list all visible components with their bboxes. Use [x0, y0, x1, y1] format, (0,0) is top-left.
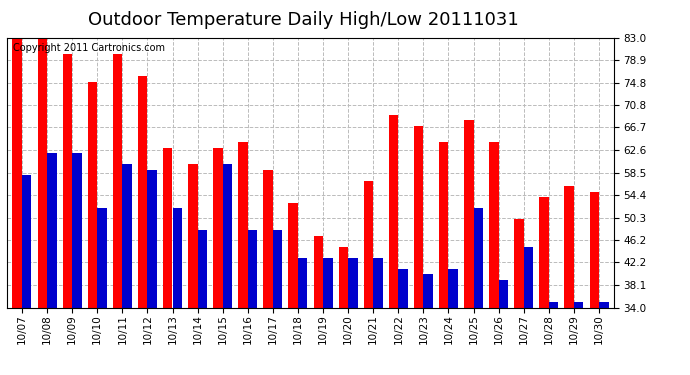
Bar: [12, 38, 22, 375]
Bar: [213, 148, 223, 375]
Bar: [163, 148, 172, 375]
Bar: [373, 258, 383, 375]
Bar: [364, 181, 373, 375]
Bar: [574, 302, 584, 375]
Bar: [112, 54, 122, 375]
Bar: [589, 192, 599, 375]
Bar: [223, 164, 233, 375]
Bar: [549, 302, 558, 375]
Bar: [499, 280, 509, 375]
Bar: [424, 274, 433, 375]
Bar: [238, 142, 248, 375]
Bar: [122, 164, 132, 375]
Bar: [273, 230, 282, 375]
Bar: [339, 247, 348, 375]
Bar: [72, 153, 81, 375]
Bar: [348, 258, 357, 375]
Bar: [489, 142, 499, 375]
Bar: [473, 209, 483, 375]
Bar: [439, 142, 449, 375]
Bar: [323, 258, 333, 375]
Bar: [524, 247, 533, 375]
Bar: [97, 209, 107, 375]
Bar: [298, 258, 308, 375]
Bar: [88, 82, 97, 375]
Bar: [540, 197, 549, 375]
Bar: [448, 269, 458, 375]
Bar: [138, 76, 148, 375]
Bar: [148, 170, 157, 375]
Bar: [37, 38, 47, 375]
Text: Outdoor Temperature Daily High/Low 20111031: Outdoor Temperature Daily High/Low 20111…: [88, 11, 519, 29]
Bar: [188, 164, 197, 375]
Bar: [172, 209, 182, 375]
Bar: [63, 54, 72, 375]
Bar: [313, 236, 323, 375]
Bar: [22, 175, 32, 375]
Bar: [414, 126, 424, 375]
Bar: [248, 230, 257, 375]
Bar: [464, 120, 473, 375]
Bar: [599, 302, 609, 375]
Text: Copyright 2011 Cartronics.com: Copyright 2011 Cartronics.com: [13, 43, 165, 53]
Bar: [398, 269, 408, 375]
Bar: [388, 115, 398, 375]
Bar: [197, 230, 207, 375]
Bar: [47, 153, 57, 375]
Bar: [288, 203, 298, 375]
Bar: [264, 170, 273, 375]
Bar: [564, 186, 574, 375]
Bar: [514, 219, 524, 375]
